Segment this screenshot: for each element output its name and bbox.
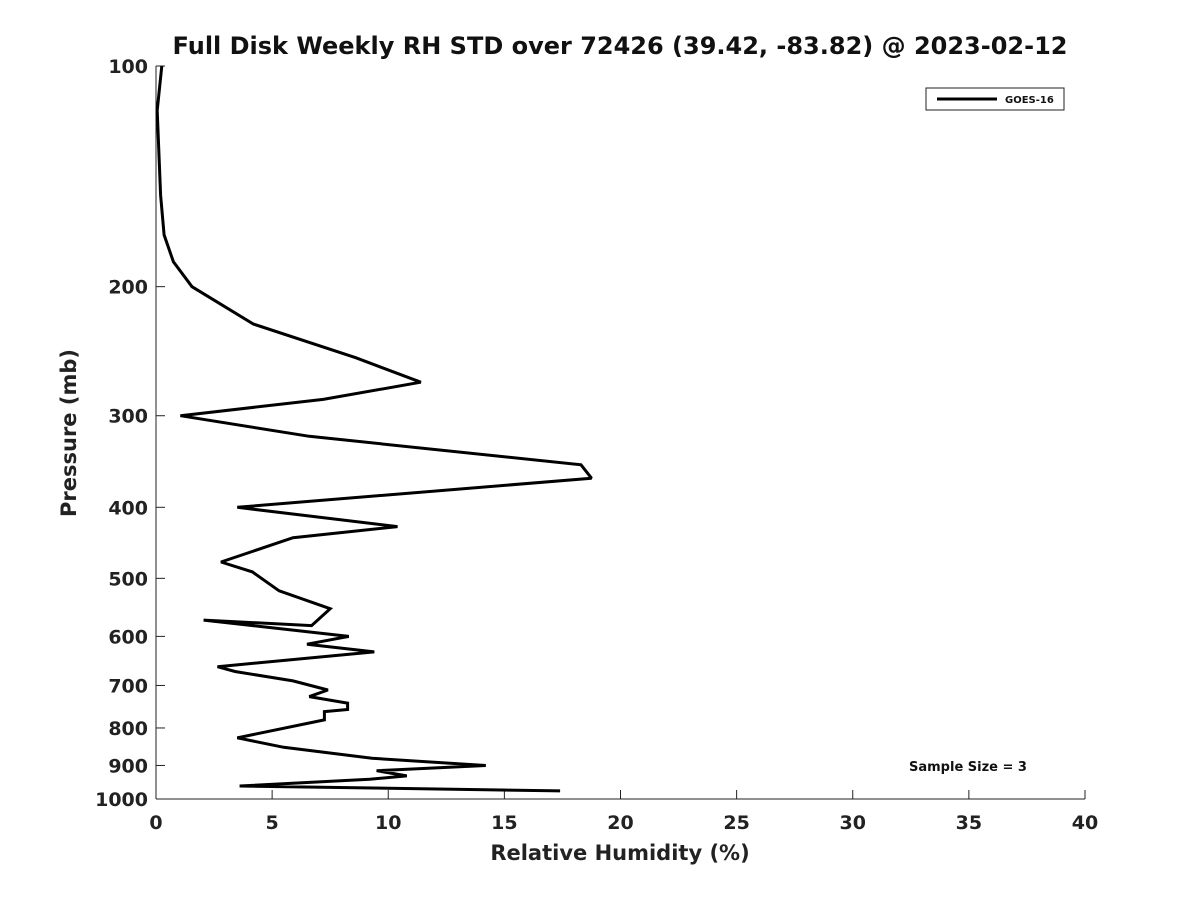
legend-label-goes-16: GOES-16 [1005,95,1054,106]
y-tick-label: 200 [108,277,148,299]
series-line-goes-16 [155,65,593,793]
x-tick-label: 15 [491,812,517,834]
y-tick-label: 400 [108,497,148,519]
y-tick-label: 600 [108,626,148,648]
y-axis-label: Pressure (mb) [57,349,81,517]
x-tick-label: 35 [956,812,982,834]
x-tick-label: 40 [1072,812,1098,834]
axes: 0 5 10 15 20 25 30 35 40 100 200 300 400 500 600 700 800… [95,56,1098,834]
y-tick-label: 500 [108,568,148,590]
y-tick-label: 900 [108,755,148,777]
x-tick-label: 25 [723,812,749,834]
x-tick-label: 30 [840,812,866,834]
chart-title: Full Disk Weekly RH STD over 72426 (39.4… [173,32,1068,60]
y-tick-label: 1000 [95,789,148,811]
x-tick-label: 5 [266,812,279,834]
series-layer [155,65,593,793]
y-tick-label: 100 [108,56,148,78]
x-tick-label: 0 [149,812,162,834]
x-axis-label: Relative Humidity (%) [490,841,749,865]
x-tick-label: 10 [375,812,401,834]
sample-size-annotation: Sample Size = 3 [909,760,1027,775]
y-tick-label: 800 [108,718,148,740]
y-tick-label: 700 [108,675,148,697]
x-tick-label: 20 [607,812,633,834]
y-tick-label: 300 [108,406,148,428]
legend: GOES-16 [925,87,1065,111]
